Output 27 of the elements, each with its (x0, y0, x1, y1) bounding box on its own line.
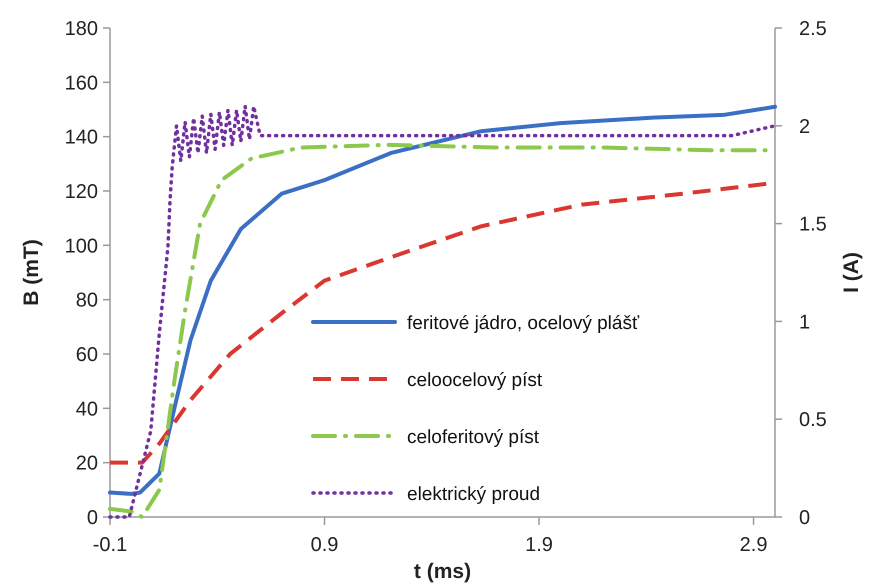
x-tick-label: -0.1 (92, 534, 128, 556)
y-tick-label: 140 (64, 126, 98, 149)
y2-tick-label: 0.5 (799, 409, 827, 432)
y-tick-label: 40 (76, 398, 98, 420)
x-tick-label: 1.9 (525, 534, 553, 556)
x-tick-label: 2.9 (740, 534, 768, 556)
y-tick-label: 100 (64, 235, 98, 258)
legend-label: feritové jádro, ocelový plášť (407, 313, 640, 334)
y-tick-label: 60 (76, 344, 98, 366)
y2-axis-title: I (A) (840, 252, 863, 293)
y2-tick-label: 2.5 (799, 18, 827, 40)
y-tick-label: 120 (64, 181, 98, 203)
y-axis-title: B (mT) (20, 239, 43, 306)
x-tick-label: 0.9 (310, 534, 338, 556)
y2-tick-label: 1.5 (799, 214, 827, 236)
legend-label: celoocelový píst (407, 370, 543, 391)
y-tick-label: 20 (76, 452, 98, 475)
y-tick-label: 0 (86, 507, 98, 529)
legend-label: celoferitový píst (407, 427, 540, 448)
x-axis-title: t (ms) (414, 560, 472, 583)
y-tick-label: 180 (64, 18, 98, 40)
y-tick-label: 80 (76, 290, 98, 312)
y-tick-label: 160 (64, 72, 98, 94)
legend-label: elektrický proud (407, 484, 540, 505)
y2-tick-label: 1 (799, 311, 810, 334)
y2-tick-label: 2 (799, 116, 810, 138)
y2-tick-label: 0 (799, 507, 810, 529)
